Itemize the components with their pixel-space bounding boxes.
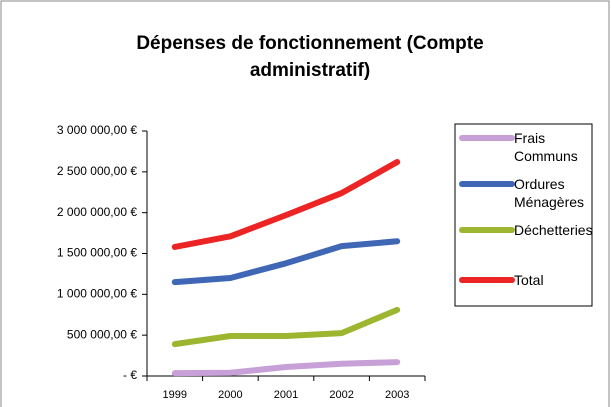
series-line [171,359,401,377]
x-tick-label: 2002 [329,389,353,401]
legend-label: Total [514,272,544,288]
y-tick-label: 500 000,00 € [67,327,137,341]
x-tick-label: 2003 [385,389,409,401]
x-tick-label: 1999 [163,389,187,401]
legend-label: Frais Communs [514,130,578,164]
chart-title: Dépenses de fonctionnement (Compte admin… [136,33,484,81]
series-line [171,306,401,348]
y-tick-label: 1 000 000,00 € [57,287,137,301]
y-tick-label: 2 000 000,00 € [57,205,137,219]
y-tick-label: 3 000 000,00 € [57,123,137,137]
series-line [171,159,401,250]
y-tick-label: - € [123,368,137,382]
y-tick-label: 1 500 000,00 € [57,246,137,260]
legend-label: Déchetteries [514,222,593,238]
legend-label: Ordures Ménagères [514,176,585,210]
legend-box [454,123,593,307]
x-tick-label: 2001 [274,389,298,401]
series-line [171,238,401,286]
y-tick-label: 2 500 000,00 € [57,164,137,178]
x-tick-label: 2000 [218,389,242,401]
